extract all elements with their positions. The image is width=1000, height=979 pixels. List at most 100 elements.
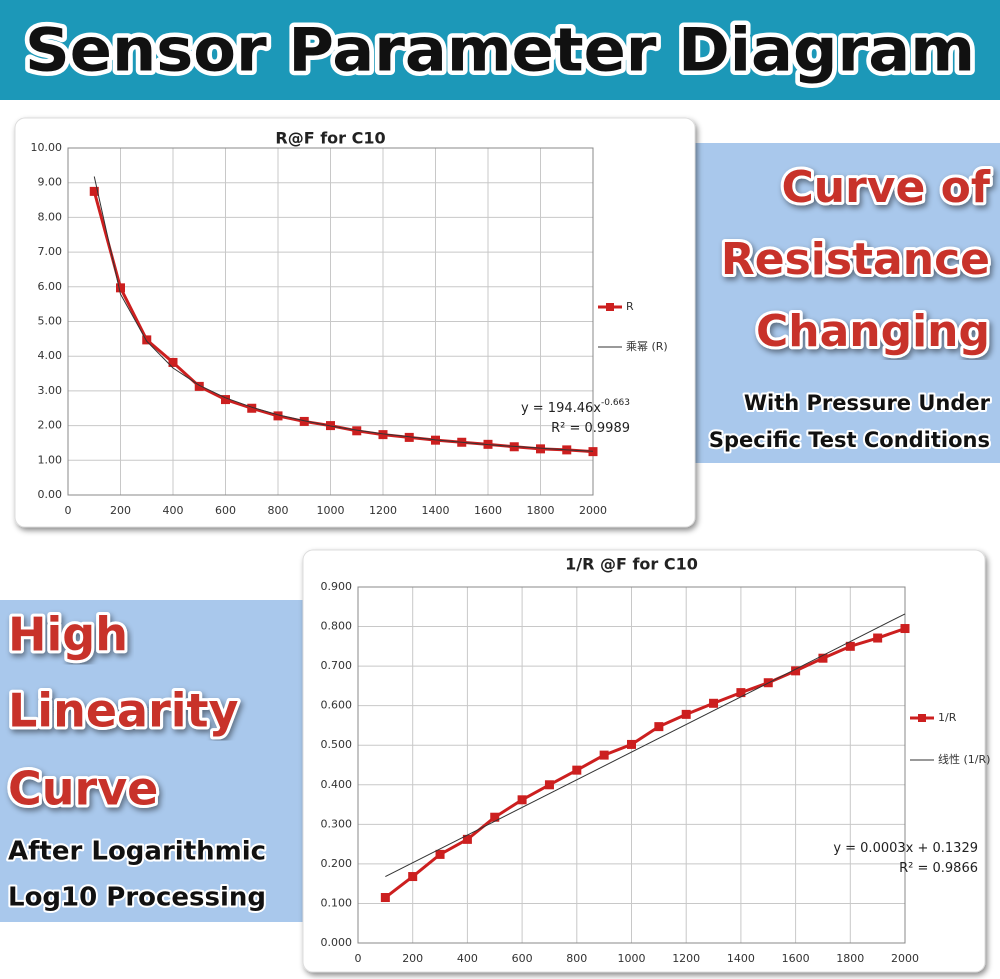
legend-marker (918, 714, 926, 722)
annotation-text: y = 0.0003x + 0.1329 (833, 841, 978, 856)
annotation-superscript: -0.663 (601, 398, 630, 408)
data-point (194, 381, 204, 391)
y-tick-label: 8.00 (38, 210, 63, 223)
y-tick-label: 0.700 (321, 659, 353, 672)
data-point (588, 447, 598, 457)
x-tick-label: 2000 (891, 952, 919, 965)
legend-label: 1/R (938, 711, 957, 724)
annotation: y = 0.0003x + 0.1329 (833, 841, 978, 856)
data-point (572, 765, 582, 775)
x-tick-label: 1200 (369, 504, 397, 517)
callout-subtext: Specific Test Conditions (709, 428, 990, 452)
x-tick-label: 400 (457, 952, 478, 965)
callout-heading: Resistance (721, 234, 990, 285)
callouts: Curve of Resistance Changing With Pressure … (5, 159, 994, 915)
y-tick-label: 0.400 (321, 778, 353, 791)
callout-heading: Changing (756, 306, 990, 357)
y-tick-label: 3.00 (38, 384, 63, 397)
annotation-text: R² = 0.9866 (899, 861, 978, 876)
legend-label: 线性 (1/R) (938, 752, 990, 766)
data-point (544, 780, 554, 790)
header-title: Sensor Parameter Diagram (25, 16, 975, 86)
legend-marker (606, 303, 614, 311)
chart: 1/R @F for C10 0.000 0.100 0.200 0.300 0.400 0… (302, 549, 990, 973)
callout-panel (0, 600, 312, 922)
y-tick-label: 0.900 (321, 580, 353, 593)
data-point (654, 722, 664, 732)
data-point (791, 666, 801, 676)
y-tick-label: 10.00 (31, 141, 63, 154)
x-tick-label: 1200 (672, 952, 700, 965)
x-tick-label: 1800 (527, 504, 555, 517)
y-tick-label: 0.200 (321, 857, 353, 870)
x-tick-label: 600 (215, 504, 236, 517)
data-point (404, 432, 414, 442)
data-point (818, 653, 828, 663)
x-tick-label: 200 (402, 952, 423, 965)
callout-heading: Curve (8, 762, 158, 816)
data-point (380, 893, 390, 903)
annotation: R² = 0.9866 (899, 861, 978, 876)
data-point (736, 688, 746, 698)
plot-frame (357, 586, 906, 944)
data-point (299, 416, 309, 426)
y-tick-label: 0.600 (321, 699, 353, 712)
x-tick-label: 200 (110, 504, 131, 517)
data-point (168, 357, 178, 367)
y-tick-label: 0.800 (321, 620, 353, 633)
callout-subtext: After Logarithmic (8, 837, 266, 867)
header-band (0, 0, 1000, 100)
data-point (378, 430, 388, 440)
annotation-text: R² = 0.9989 (551, 421, 630, 436)
y-tick-label: 0.000 (321, 936, 353, 949)
chart-panel (14, 117, 696, 528)
y-tick-label: 0.100 (321, 896, 353, 909)
data-point (681, 709, 691, 719)
y-tick-label: 6.00 (38, 280, 63, 293)
chart-title: 1/R @F for C10 (565, 555, 698, 574)
callout-heading: Linearity (8, 684, 239, 738)
y-tick-label: 4.00 (38, 349, 63, 362)
x-tick-label: 1400 (422, 504, 450, 517)
x-tick-label: 0 (65, 504, 72, 517)
data-point (408, 872, 418, 882)
callout-heading: Curve of (781, 162, 990, 213)
plot-frame (67, 147, 594, 496)
chart-title: R@F for C10 (275, 129, 385, 148)
data-point (845, 641, 855, 651)
legend-label: 乘幂 (R) (626, 340, 668, 353)
y-tick-label: 7.00 (38, 245, 63, 258)
y-tick-label: 0.300 (321, 817, 353, 830)
x-tick-label: 1400 (727, 952, 755, 965)
y-tick-label: 0.500 (321, 738, 353, 751)
x-tick-label: 2000 (579, 504, 607, 517)
data-point (116, 283, 125, 293)
legend-label: R (626, 300, 634, 313)
y-tick-label: 1.00 (38, 453, 63, 466)
annotation-text: y = 194.46x (521, 401, 601, 416)
x-tick-label: 800 (566, 952, 587, 965)
data-point (900, 624, 910, 634)
series-line (385, 613, 906, 877)
y-tick-label: 9.00 (38, 176, 63, 189)
series-line (384, 627, 906, 899)
data-point (247, 403, 257, 413)
series-line (93, 176, 594, 452)
data-point (599, 750, 609, 760)
data-point (142, 335, 152, 345)
x-tick-label: 1000 (317, 504, 345, 517)
data-point (462, 834, 472, 844)
data-point (517, 795, 527, 805)
chart: R@F for C10 0.00 1.00 2.00 3.00 4.00 5.00 6.00 7… (14, 117, 696, 528)
data-point (435, 849, 445, 859)
data-point (352, 426, 362, 436)
charts: R@F for C10 0.00 1.00 2.00 3.00 4.00 5.00 6.00 7… (14, 117, 990, 973)
x-tick-label: 800 (268, 504, 289, 517)
data-point (627, 739, 636, 749)
data-point (89, 186, 99, 196)
callout-panel (686, 143, 1000, 463)
data-point (536, 444, 545, 454)
data-point (221, 395, 230, 405)
y-tick-label: 2.00 (38, 419, 63, 432)
annotation: R² = 0.9989 (551, 421, 630, 436)
